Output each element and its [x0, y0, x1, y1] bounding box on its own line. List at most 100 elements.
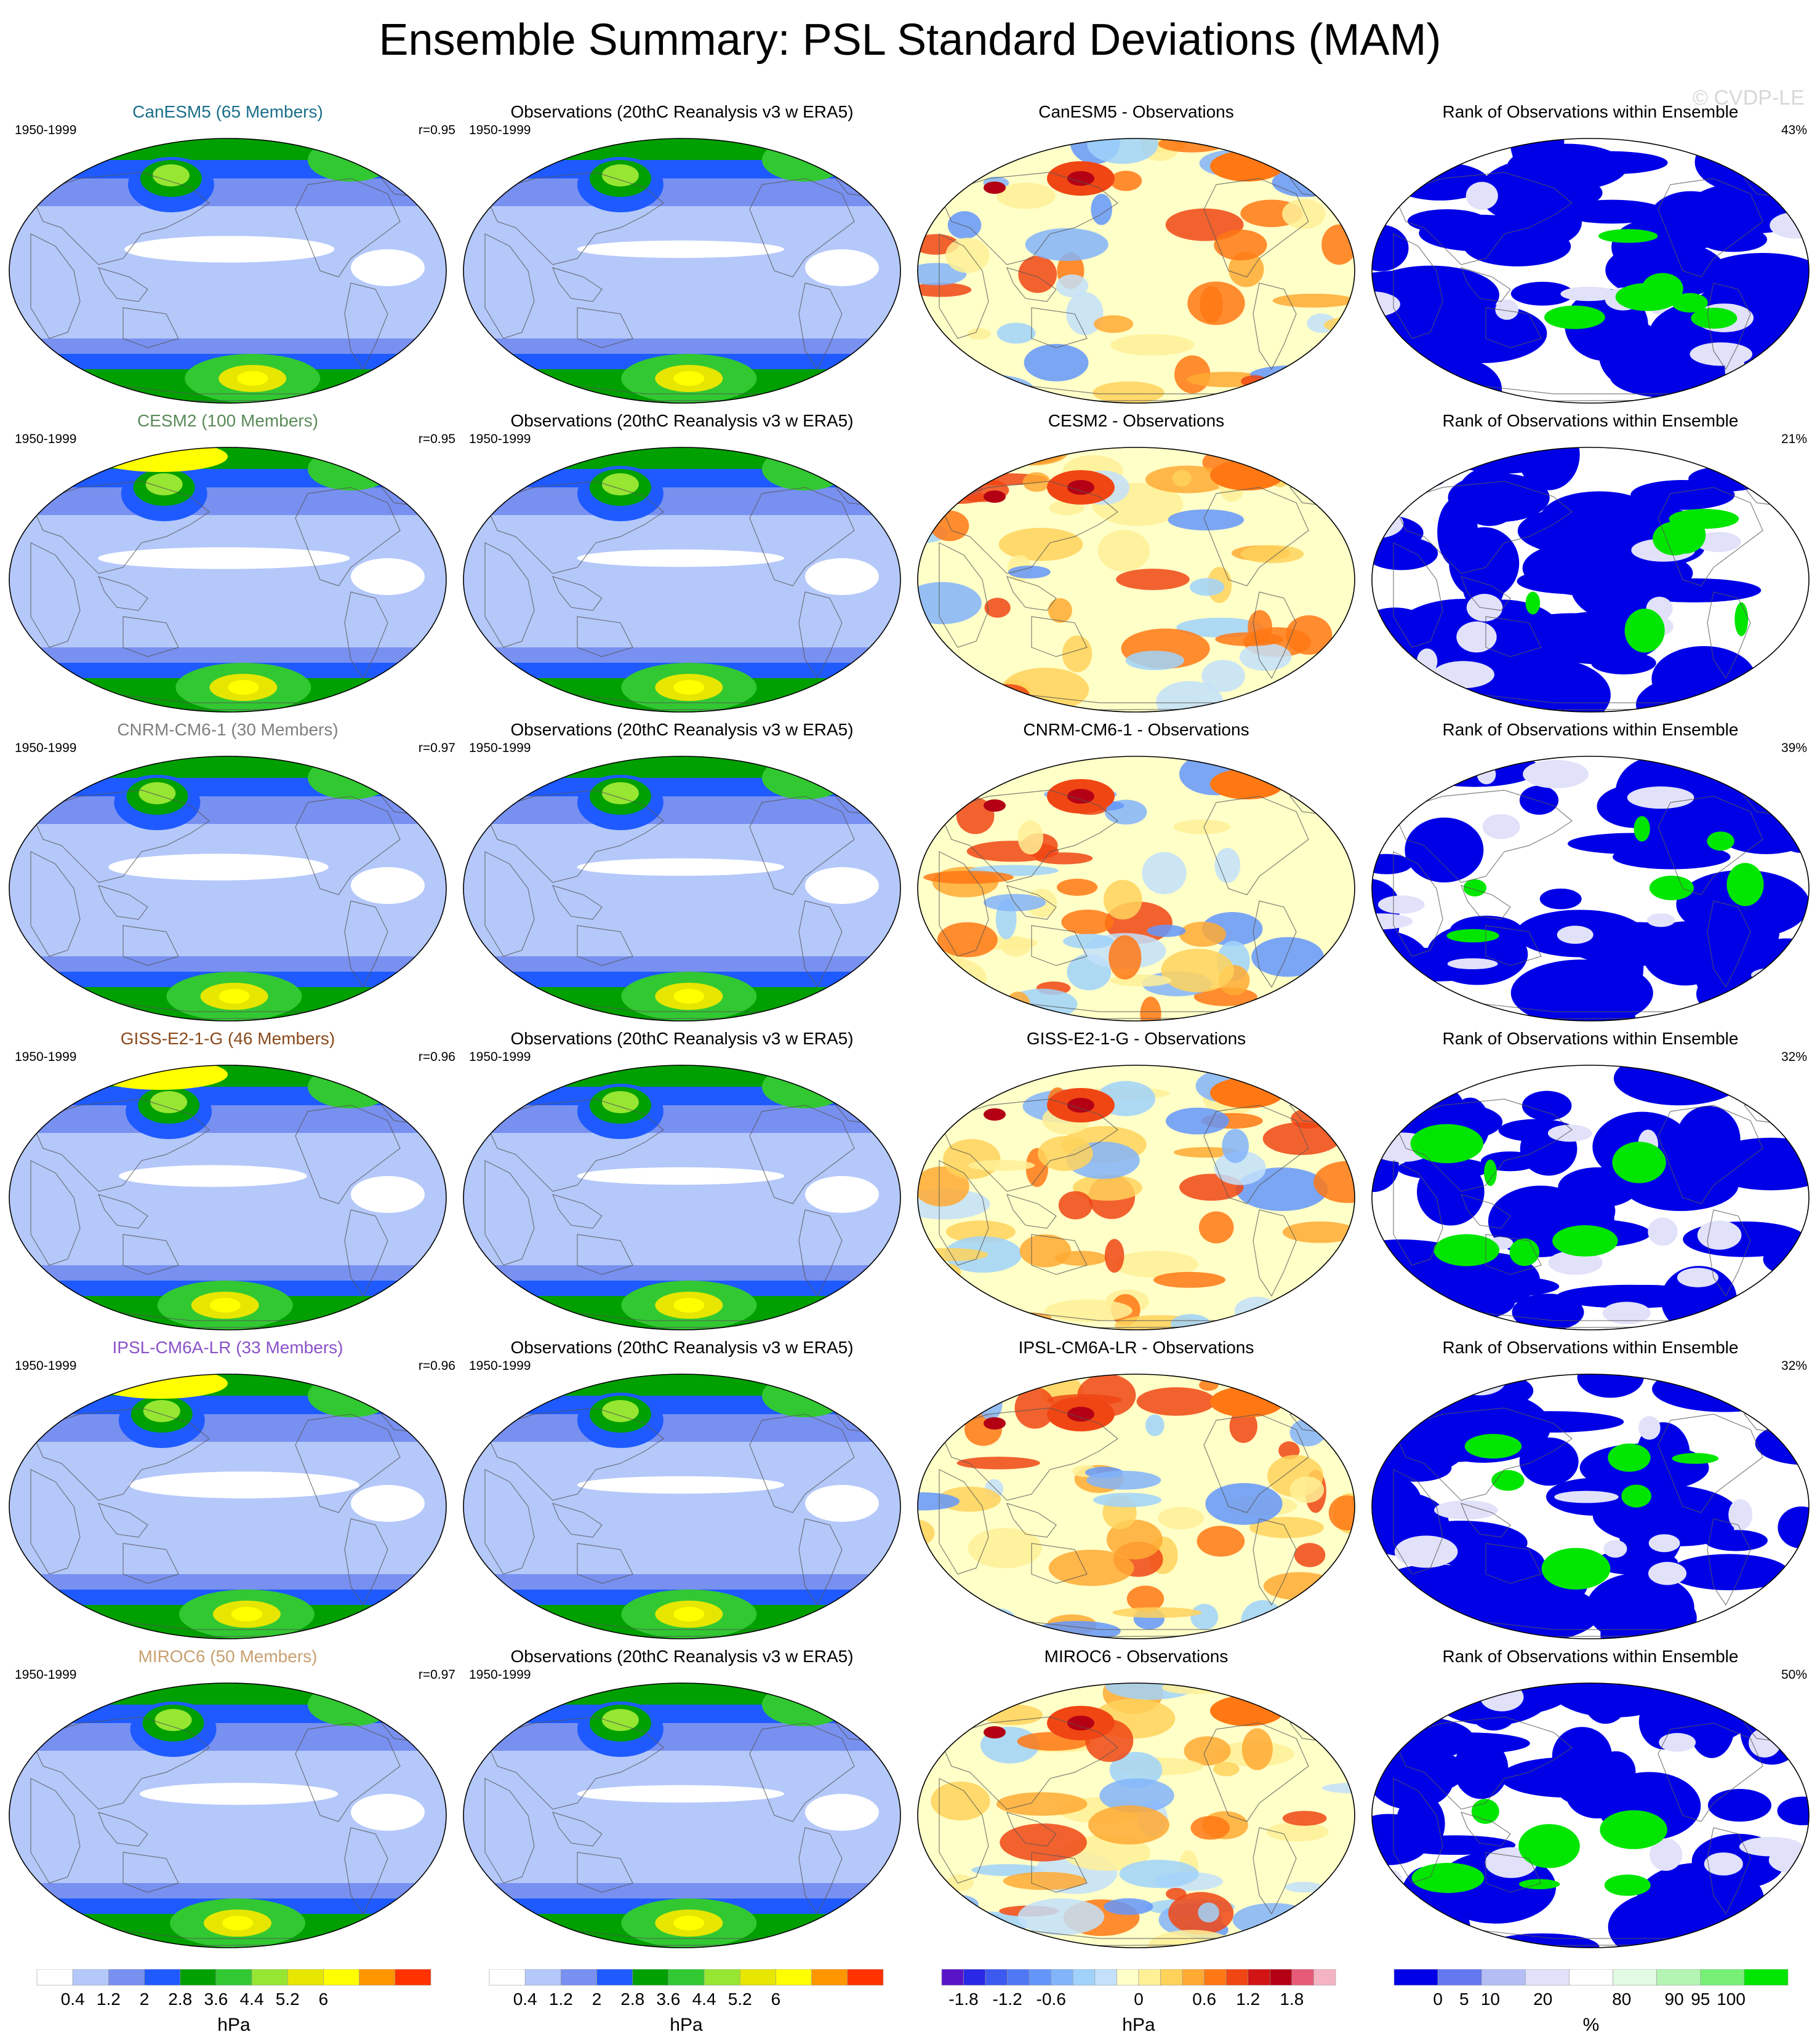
difference-panel-title: CESM2 - Observations — [1048, 411, 1225, 430]
colorbar-swatch — [1700, 1969, 1745, 1986]
rank-percentage: 32% — [1781, 1050, 1807, 1064]
period-label: 1950-1999 — [469, 123, 531, 137]
rank-map — [1369, 753, 1812, 1024]
colorbar-swatch — [811, 1969, 848, 1986]
observations-sd-map — [460, 444, 904, 715]
panel-row: CESM2 (100 Members) 1950-1999 r=0.95 Observ… — [0, 407, 1820, 716]
difference-panel-title: CNRM-CM6-1 - Observations — [1023, 720, 1249, 739]
difference-panel-title: CanESM5 - Observations — [1038, 102, 1234, 121]
colorbar-difference-graphic: -1.8 -1.2 -0.6 0 0.6 1.2 1.8 — [941, 1969, 1336, 2009]
colorbar-swatch — [1028, 1969, 1052, 1986]
colorbar-swatch — [985, 1969, 1008, 1986]
colorbar-rank-graphic: 0 5 10 20 80 90 95 100 — [1393, 1969, 1789, 2009]
period-label: 1950-1999 — [469, 741, 531, 755]
colorbar-swatch — [1182, 1969, 1205, 1986]
colorbar-swatch — [1313, 1969, 1336, 1986]
colorbar-tick-label: 0 — [1433, 1990, 1443, 2009]
period-label: 1950-1999 — [15, 1668, 77, 1682]
colorbar-tick-label: -0.6 — [1036, 1990, 1066, 2009]
colorbar-obs-sd-graphic: 0.4 1.2 2 2.8 3.6 4.4 5.2 6 — [489, 1969, 884, 2009]
period-label: 1950-1999 — [15, 741, 77, 755]
colorbar-swatch — [1248, 1969, 1270, 1986]
model-sd-map — [6, 444, 449, 715]
colorbar-tick-label: 2.8 — [168, 1990, 192, 2009]
colorbar-obs-sd: 0.4 1.2 2 2.8 3.6 4.4 5.2 6 hPa — [483, 1969, 889, 2037]
model-sd-panel: IPSL-CM6A-LR (33 Members) 1950-1999 r=0.96 — [0, 1334, 455, 1643]
colorbar-swatch — [1204, 1969, 1227, 1986]
pattern-correlation: r=0.97 — [418, 741, 455, 755]
rank-percentage: 32% — [1781, 1359, 1807, 1373]
colorbar-tick-label: 3.6 — [656, 1990, 680, 2009]
pattern-correlation: r=0.96 — [418, 1050, 455, 1064]
colorbar-swatch — [1656, 1969, 1701, 1986]
colorbar-swatch — [524, 1969, 561, 1986]
difference-panel: CNRM-CM6-1 - Observations — [908, 716, 1364, 1025]
colorbar-tick-label: 0 — [1134, 1990, 1144, 2009]
model-sd-map — [6, 753, 449, 1024]
difference-panel: IPSL-CM6A-LR - Observations — [908, 1334, 1364, 1643]
colorbar-tick-label: 1.2 — [549, 1990, 573, 2009]
model-panel-title: CNRM-CM6-1 (30 Members) — [117, 720, 339, 739]
model-panel-title: GISS-E2-1-G (46 Members) — [120, 1029, 335, 1048]
colorbar-tick-label: 80 — [1612, 1990, 1631, 2009]
observations-sd-panel: Observations (20thC Reanalysis v3 w ERA5… — [454, 407, 910, 716]
model-sd-map — [6, 1062, 449, 1333]
colorbar-tick-label: 100 — [1717, 1990, 1746, 2009]
rank-map — [1369, 1062, 1812, 1333]
observations-panel-title: Observations (20thC Reanalysis v3 w ERA5… — [510, 1647, 854, 1666]
model-sd-panel: CanESM5 (65 Members) 1950-1999 r=0.95 — [0, 98, 455, 407]
observations-sd-map — [460, 1062, 904, 1333]
difference-panel: MIROC6 - Observations — [908, 1643, 1364, 1952]
colorbar-swatch — [1437, 1969, 1482, 1986]
colorbar-swatch — [847, 1969, 884, 1986]
rank-panel: Rank of Observations within Ensemble 32% — [1363, 1334, 1818, 1643]
colorbar-tick-label: 0.4 — [513, 1990, 537, 2009]
observations-sd-map — [460, 1680, 904, 1951]
colorbar-swatch — [395, 1969, 431, 1986]
colorbar-swatch — [72, 1969, 109, 1986]
colorbar-tick-label: -1.8 — [948, 1990, 978, 2009]
panel-row: GISS-E2-1-G (46 Members) 1950-1999 r=0.96 O… — [0, 1025, 1820, 1334]
rank-panel: Rank of Observations within Ensemble 39% — [1363, 716, 1818, 1025]
colorbar-swatch — [215, 1969, 252, 1986]
colorbar-swatch — [1225, 1969, 1249, 1986]
colorbar-tick-label: 2 — [140, 1990, 150, 2009]
period-label: 1950-1999 — [15, 432, 77, 446]
observations-sd-panel: Observations (20thC Reanalysis v3 w ERA5… — [454, 1643, 910, 1952]
colorbar-model-sd-unit: hPa — [217, 2015, 251, 2035]
colorbar-swatch — [668, 1969, 705, 1986]
model-sd-panel: CNRM-CM6-1 (30 Members) 1950-1999 r=0.97 — [0, 716, 455, 1025]
panel-row: IPSL-CM6A-LR (33 Members) 1950-1999 r=0.96… — [0, 1334, 1820, 1643]
rank-panel-title: Rank of Observations within Ensemble — [1442, 1029, 1739, 1048]
model-sd-panel: CESM2 (100 Members) 1950-1999 r=0.95 — [0, 407, 455, 716]
colorbar-swatch — [632, 1969, 669, 1986]
colorbar-swatch — [144, 1969, 181, 1986]
rank-map — [1369, 1371, 1812, 1642]
rank-map — [1369, 135, 1812, 406]
colorbar-rank: 0 5 10 20 80 90 95 100 % — [1388, 1969, 1794, 2037]
colorbar-tick-label: 4.4 — [692, 1990, 716, 2009]
model-panel-title: CESM2 (100 Members) — [137, 411, 319, 430]
observations-sd-panel: Observations (20thC Reanalysis v3 w ERA5… — [454, 98, 910, 407]
rank-panel-title: Rank of Observations within Ensemble — [1442, 102, 1739, 121]
observations-sd-panel: Observations (20thC Reanalysis v3 w ERA5… — [454, 1025, 910, 1334]
difference-panel-title: GISS-E2-1-G - Observations — [1026, 1029, 1246, 1048]
colorbar-tick-label: 5.2 — [728, 1990, 752, 2009]
difference-map — [915, 1062, 1358, 1333]
colorbar-swatch — [359, 1969, 396, 1986]
pattern-correlation: r=0.96 — [418, 1359, 455, 1373]
rank-panel-title: Rank of Observations within Ensemble — [1442, 1338, 1739, 1357]
period-label: 1950-1999 — [15, 1359, 77, 1373]
model-sd-map — [6, 1680, 449, 1951]
pattern-correlation: r=0.95 — [418, 123, 455, 137]
page-title: Ensemble Summary: PSL Standard Deviation… — [379, 15, 1441, 65]
colorbar-swatch — [1051, 1969, 1073, 1986]
colorbar-swatch — [1291, 1969, 1314, 1986]
colorbar-swatch — [1270, 1969, 1293, 1986]
colorbar-difference: -1.8 -1.2 -0.6 0 0.6 1.2 1.8 hPa — [936, 1969, 1342, 2037]
colorbar-swatch — [1744, 1969, 1789, 1986]
colorbar-tick-label: 2.8 — [620, 1990, 644, 2009]
difference-map — [915, 444, 1358, 715]
colorbar-tick-label: 90 — [1665, 1990, 1684, 2009]
